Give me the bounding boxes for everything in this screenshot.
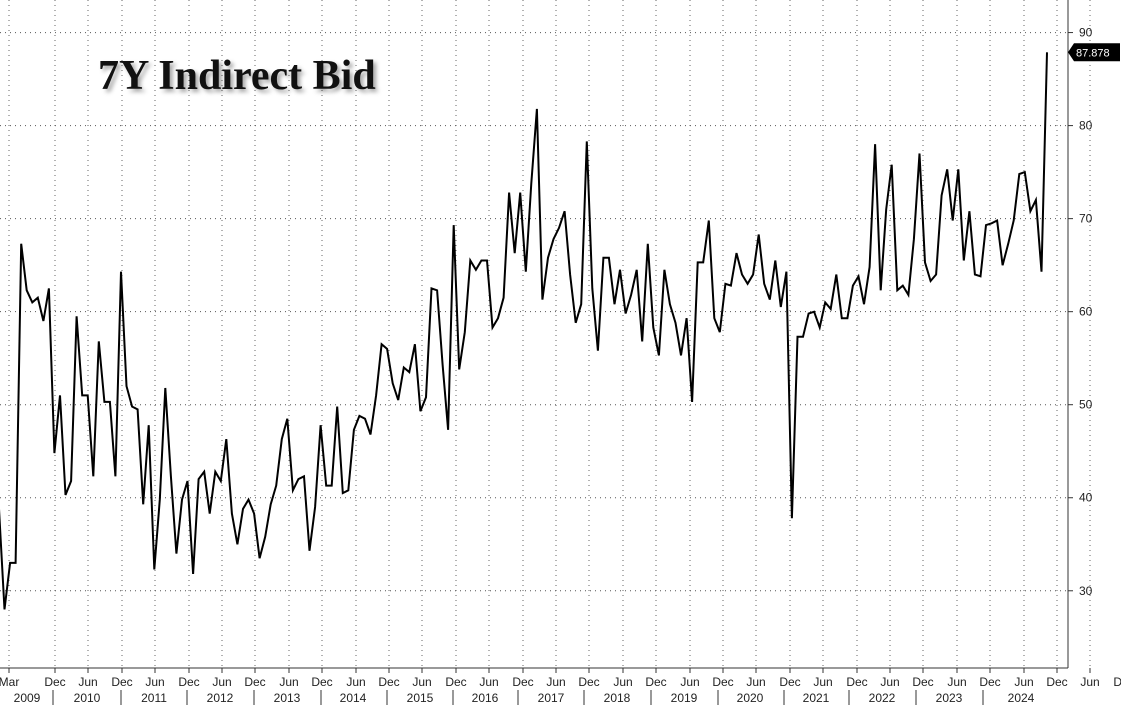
last-value-badge-bg [1068, 43, 1120, 62]
last-value-badge: 87.878 [1068, 43, 1120, 62]
x-year-label: 2020 [737, 691, 764, 705]
x-year-label: 2014 [340, 691, 367, 705]
y-tick-label: 60 [1079, 305, 1093, 319]
x-year-label: 2015 [407, 691, 434, 705]
x-year-label: 2010 [74, 691, 101, 705]
x-year-label: 2021 [803, 691, 830, 705]
x-month-label: Jun [880, 675, 899, 689]
x-year-label: 2017 [538, 691, 565, 705]
x-month-label: Dec [1046, 675, 1067, 689]
x-month-label: Dec [979, 675, 1000, 689]
x-month-label: Dec [578, 675, 599, 689]
x-month-label: Jun [412, 675, 431, 689]
x-month-label: Jun [479, 675, 498, 689]
x-year-label: 2016 [472, 691, 499, 705]
x-month-label: Jun [212, 675, 231, 689]
labels: 87.878 [1068, 43, 1120, 62]
y-tick-label: 40 [1079, 491, 1093, 505]
plot-area [0, 52, 1048, 610]
x-year-label: 2011 [141, 691, 167, 705]
x-month-label: Jun [346, 675, 365, 689]
x-month-label: Dec [846, 675, 867, 689]
x-year-label: 2013 [274, 691, 301, 705]
chart-title: 7Y Indirect Bid [98, 53, 376, 99]
x-month-label: Dec [645, 675, 666, 689]
x-month-label: Jun [947, 675, 966, 689]
x-month-label: Jun [680, 675, 699, 689]
y-tick-label: 70 [1079, 212, 1093, 226]
x-month-label: Dec [445, 675, 466, 689]
x-month-label: Jun [78, 675, 97, 689]
x-month-label: Jun [813, 675, 832, 689]
y-tick-label: 90 [1079, 26, 1093, 40]
x-month-label: Dec [44, 675, 65, 689]
x-month-label: Jun [279, 675, 298, 689]
x-month-label: Dec [912, 675, 933, 689]
x-month-label: Dec [244, 675, 265, 689]
x-year-label: 2022 [869, 691, 896, 705]
x-month-label: Dec [712, 675, 733, 689]
x-month-label: Mar [0, 675, 19, 689]
x-month-label: Jun [1080, 675, 1099, 689]
x-month-label: Dec [111, 675, 132, 689]
x-year-label: 2018 [604, 691, 631, 705]
y-tick-label: 50 [1079, 398, 1093, 412]
last-value-label: 87.878 [1076, 47, 1110, 59]
x-month-label: Dec [512, 675, 533, 689]
x-year-label: 2024 [1008, 691, 1035, 705]
x-month-label: Jun [546, 675, 565, 689]
x-month-label: Jun [613, 675, 632, 689]
x-year-label: 2019 [671, 691, 698, 705]
x-year-label: 2012 [207, 691, 234, 705]
x-month-label: Dec [378, 675, 399, 689]
x-month-label: Jun [1014, 675, 1033, 689]
grid [0, 0, 1091, 668]
x-month-label: Jun [145, 675, 164, 689]
series-line [0, 52, 1048, 610]
y-tick-label: 30 [1079, 584, 1093, 598]
x-month-label: Dec [178, 675, 199, 689]
x-month-label: Jun [746, 675, 765, 689]
x-year-label: 2023 [936, 691, 963, 705]
x-month-label: Dec [779, 675, 800, 689]
x-month-label: Dec [311, 675, 332, 689]
y-tick-label: 80 [1079, 119, 1093, 133]
x-month-label: Dec [1113, 675, 1121, 689]
x-year-label: 2009 [14, 691, 41, 705]
